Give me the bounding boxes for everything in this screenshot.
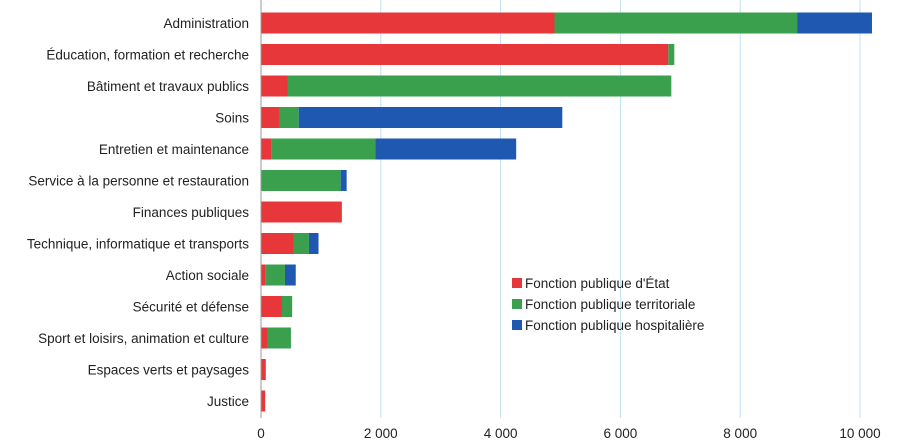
- bar-segment: [261, 170, 341, 191]
- bar-segment: [261, 359, 266, 380]
- bar-segment: [284, 264, 296, 286]
- x-tick-label: 6 000: [604, 426, 638, 441]
- category-label: Entretien et maintenance: [99, 142, 249, 157]
- x-tick-label: 10 000: [839, 426, 880, 441]
- bar-segment: [668, 44, 675, 65]
- category-label: Sport et loisirs, animation et culture: [38, 331, 249, 346]
- bar-segment: [261, 264, 266, 286]
- bar-segment: [554, 12, 798, 34]
- bar-segment: [261, 296, 282, 317]
- bar-segment: [261, 390, 266, 412]
- bar-segment: [261, 138, 272, 160]
- bar-segment: [797, 12, 872, 34]
- bar-segment: [261, 44, 669, 65]
- category-label: Espaces verts et paysages: [88, 363, 250, 378]
- category-label: Administration: [163, 16, 249, 31]
- bar-segment: [265, 264, 285, 286]
- bar-segment: [261, 107, 279, 128]
- bar-segment: [308, 233, 319, 254]
- x-tick-label: 4 000: [484, 426, 518, 441]
- category-label: Justice: [207, 394, 249, 409]
- legend: Fonction publique d'État Fonction publiqu…: [512, 276, 704, 333]
- bar-segment: [261, 233, 294, 254]
- category-label: Finances publiques: [133, 205, 250, 220]
- bar-segment: [271, 138, 376, 160]
- category-label: Action sociale: [166, 268, 249, 283]
- bar-segment: [261, 327, 267, 349]
- legend-swatch: [512, 299, 522, 309]
- bar-segment: [298, 107, 563, 128]
- bar-segment: [266, 327, 291, 349]
- bar-segment: [340, 170, 347, 191]
- x-tick-labels: 0 2 000 4 000 6 000 8 000 10 000: [257, 426, 880, 441]
- bar-segment: [287, 75, 672, 97]
- category-label: Sécurité et défense: [133, 300, 249, 315]
- category-label: Bâtiment et travaux publics: [87, 79, 249, 94]
- legend-label: Fonction publique hospitalière: [525, 318, 704, 333]
- bars: [261, 12, 872, 412]
- category-label: Éducation, formation et recherche: [46, 48, 249, 63]
- category-label: Technique, informatique et transports: [27, 237, 249, 252]
- bar-segment: [293, 233, 309, 254]
- category-labels: Administration Éducation, formation et re…: [27, 16, 249, 409]
- bar-segment: [261, 75, 288, 97]
- legend-label: Fonction publique d'État: [525, 276, 670, 291]
- legend-swatch: [512, 278, 522, 288]
- category-label: Service à la personne et restauration: [28, 174, 249, 189]
- legend-label: Fonction publique territoriale: [525, 297, 695, 312]
- bar-segment: [375, 138, 517, 160]
- x-tick-label: 2 000: [364, 426, 398, 441]
- legend-swatch: [512, 320, 522, 330]
- bar-segment: [281, 296, 293, 317]
- bar-segment: [278, 107, 299, 128]
- category-label: Soins: [215, 111, 249, 126]
- x-tick-label: 8 000: [723, 426, 757, 441]
- bar-segment: [261, 12, 555, 34]
- grid-lines: [380, 0, 861, 418]
- x-tick-label: 0: [257, 426, 265, 441]
- bar-segment: [261, 201, 342, 223]
